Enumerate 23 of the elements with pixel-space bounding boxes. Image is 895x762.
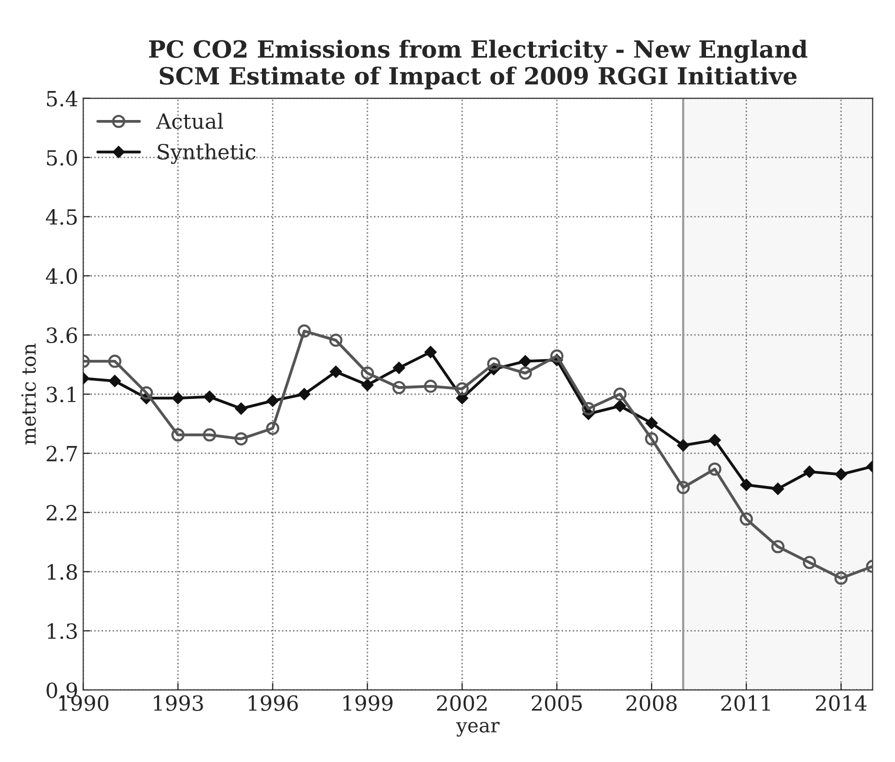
x-tick-label: 2005: [532, 695, 582, 711]
y-tick-label: 5.0: [47, 150, 77, 166]
y-tick-label: 2.7: [46, 446, 77, 462]
x-tick-label: 1999: [343, 695, 393, 711]
y-tick-label: 5.4: [47, 90, 78, 107]
y-tick-label: 4.5: [46, 209, 77, 225]
x-tick-label: 1993: [154, 695, 203, 711]
y-tick-label: 3.1: [46, 386, 76, 402]
y-tick-label: 2.2: [46, 504, 76, 521]
x-axis-title: year: [456, 722, 500, 737]
chart-title: PC CO2 Emissions from Electricity - New England SCM Estimate of Impact of 2009 RGGI Initiative: [149, 40, 808, 90]
y-tick-label: 1.8: [48, 564, 77, 580]
x-tick-label: 2014: [816, 695, 867, 711]
y-tick-label: 1.3: [48, 623, 77, 640]
x-tick-label: 1996: [248, 695, 298, 711]
y-tick-label: 4.0: [46, 268, 77, 284]
x-tick-label: 2002: [437, 695, 487, 711]
y-tick-label: 3.6: [46, 327, 78, 344]
legend-label: Actual: [156, 112, 224, 130]
legend-label: Synthetic: [158, 143, 256, 164]
x-tick-label: 2008: [626, 695, 677, 711]
y-axis-title: metric ton: [21, 343, 36, 445]
x-tick-label: 2011: [721, 695, 770, 711]
